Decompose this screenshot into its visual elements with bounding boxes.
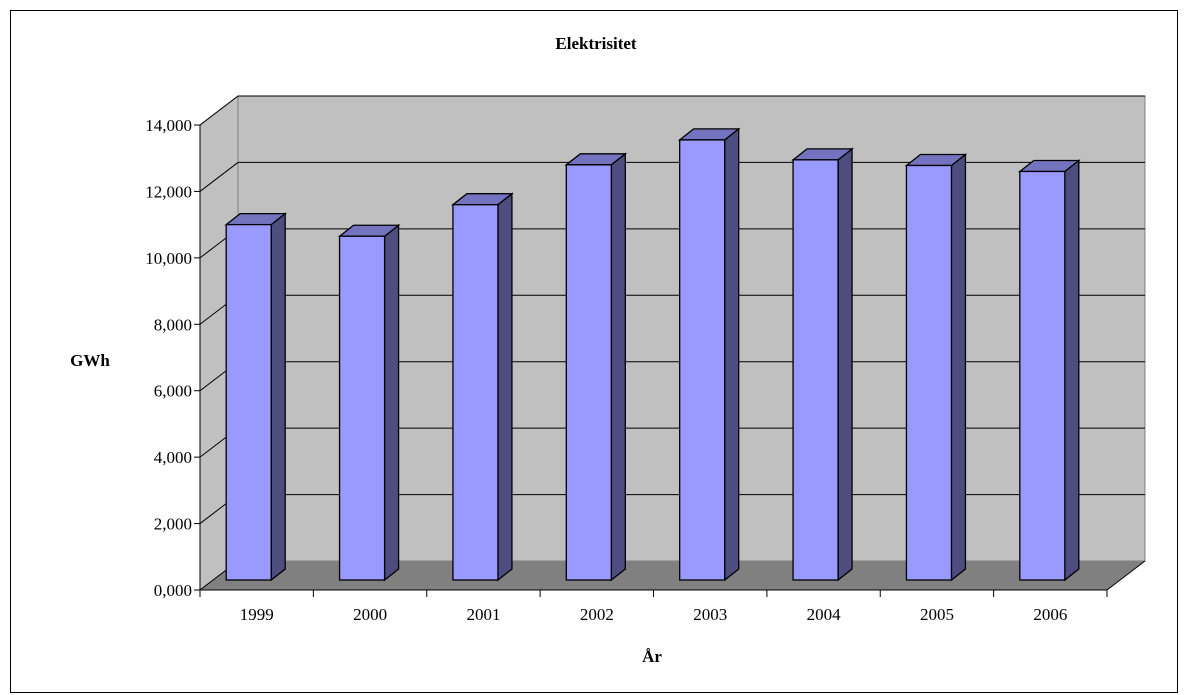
bar-side xyxy=(383,223,400,582)
x-tick-label: 2005 xyxy=(920,605,954,624)
y-tick-label: 0,000 xyxy=(154,581,192,600)
x-tick-label: 1999 xyxy=(240,605,274,624)
bar-front xyxy=(225,223,272,581)
bar-front xyxy=(792,159,839,581)
floor-edge xyxy=(1106,560,1146,591)
bar-1999 xyxy=(224,212,288,582)
bar-side xyxy=(1064,159,1080,582)
x-tick-label: 2004 xyxy=(807,605,842,624)
bar-front xyxy=(565,164,612,581)
bar-front xyxy=(1019,170,1066,581)
bar-2003 xyxy=(677,127,741,582)
bar-2000 xyxy=(337,223,401,582)
y-axis-label: GWh xyxy=(70,351,110,370)
y-tick-label: 4,000 xyxy=(154,448,192,467)
bar-2001 xyxy=(451,192,514,582)
x-tick-label: 2000 xyxy=(353,605,387,624)
bar-front xyxy=(338,235,386,581)
axes xyxy=(194,124,1146,597)
x-tick-label: 2003 xyxy=(693,605,727,624)
y-tick-label: 2,000 xyxy=(154,515,192,534)
bar-side xyxy=(610,152,626,582)
y-tick-label: 12,000 xyxy=(145,182,192,201)
bars xyxy=(224,127,1081,582)
x-tick-label: 2006 xyxy=(1033,605,1067,624)
gridline-side xyxy=(199,162,239,192)
y-tick-label: 10,000 xyxy=(145,249,192,268)
bar-side xyxy=(837,147,853,582)
y-tick-label: 14,000 xyxy=(145,116,192,135)
x-axis-label: År xyxy=(642,647,662,666)
chart-title: Elektrisitet xyxy=(555,34,637,53)
bar-2005 xyxy=(904,153,968,582)
x-tick-label: 2001 xyxy=(466,605,500,624)
bar-side xyxy=(724,127,740,582)
bar-2002 xyxy=(564,152,628,582)
bar-front xyxy=(905,164,953,581)
bar-front xyxy=(679,139,726,581)
bar-side xyxy=(497,192,513,582)
bar-front xyxy=(452,204,499,581)
bar-side xyxy=(950,153,967,582)
bar-2006 xyxy=(1017,159,1081,582)
bar-2004 xyxy=(791,147,854,582)
gridline-side xyxy=(199,95,239,126)
y-tick-label: 6,000 xyxy=(154,382,192,401)
tick-labels: 0,000 2,000 4,000 6,000 8,000 10,000 12,000 14,… xyxy=(145,116,1067,624)
bar-side xyxy=(270,212,286,582)
x-tick-label: 2002 xyxy=(580,605,614,624)
y-tick-label: 8,000 xyxy=(154,315,192,334)
